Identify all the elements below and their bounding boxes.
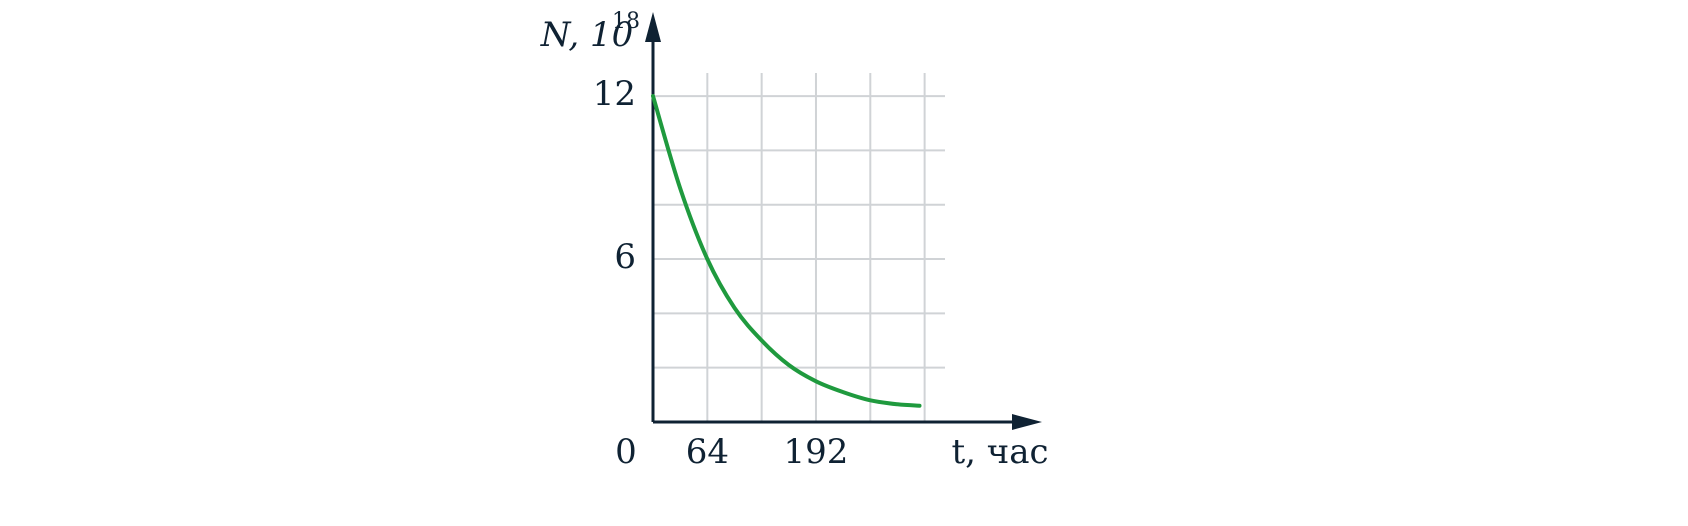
x-axis-label: t, час (951, 432, 1048, 472)
x-axis-arrow (1012, 414, 1042, 430)
y-tick-label: 12 (593, 74, 636, 114)
x-tick-label: 0 (615, 432, 637, 472)
y-axis-label: N, 10 (540, 15, 633, 55)
x-tick-label: 64 (686, 432, 729, 472)
y-axis-label-exponent: 18 (612, 9, 640, 34)
x-tick-label: 192 (784, 432, 849, 472)
y-tick-label: 6 (614, 237, 636, 277)
y-axis-arrow (645, 12, 661, 42)
data-line (651, 94, 922, 408)
